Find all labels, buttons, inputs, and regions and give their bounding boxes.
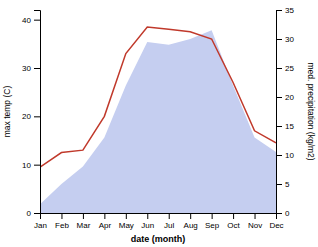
tick-mark <box>276 68 282 69</box>
tick-label: 5 <box>285 180 290 189</box>
y2-axis: 0 5 10 15 20 25 30 35 <box>276 6 294 218</box>
tick-mark <box>34 68 40 69</box>
y2-axis-title: med. precipitation (kg/m2) <box>306 62 316 160</box>
tick: Jun <box>141 213 154 230</box>
tick: 40 <box>22 16 40 25</box>
tick-mark <box>34 165 40 166</box>
tick-label: Jun <box>141 221 154 230</box>
tick: Jan <box>34 213 47 230</box>
tick: Aug <box>184 213 198 230</box>
tick: May <box>119 213 134 230</box>
tick-mark <box>276 10 282 11</box>
tick: 20 <box>276 93 294 102</box>
tick-mark <box>276 97 282 98</box>
tick: 25 <box>276 64 294 73</box>
tick-label: Dec <box>269 221 283 230</box>
tick: Nov <box>248 213 262 230</box>
x-axis: Jan Feb Mar Apr May Jun Jul Aug Sep Oct Nov Dec <box>34 213 284 230</box>
tick-label: 15 <box>285 122 294 131</box>
tick: Dec <box>269 213 283 230</box>
tick-label: 30 <box>285 35 294 44</box>
axis-line <box>41 214 277 220</box>
tick-mark <box>34 116 40 117</box>
tick-label: Sep <box>205 221 220 230</box>
tick-label: May <box>119 221 134 230</box>
chart: JanFebMarAprMayJunJulAugSepOctNovDec0102… <box>0 0 318 247</box>
tick-label: 40 <box>22 16 31 25</box>
tick-label: Oct <box>227 221 240 230</box>
tick-mark <box>212 213 213 219</box>
tick: 35 <box>276 6 294 15</box>
tick-mark <box>276 39 282 40</box>
axis-line <box>34 11 41 214</box>
tick-mark <box>34 213 40 214</box>
tick-label: Jan <box>34 221 47 230</box>
tick-label: 0 <box>27 209 32 218</box>
area <box>40 30 276 213</box>
tick-label: 30 <box>22 64 31 73</box>
y-axis-title: max temp (C) <box>2 86 12 138</box>
tick-label: Apr <box>99 221 112 230</box>
plot-area <box>40 27 276 213</box>
tick: Apr <box>99 213 112 230</box>
tick-mark <box>83 213 84 219</box>
tick-label: 25 <box>285 64 294 73</box>
tick-label: 0 <box>285 209 290 218</box>
tick: 0 <box>276 209 290 218</box>
tick-mark <box>34 20 40 21</box>
tick: Mar <box>77 213 91 230</box>
tick-mark <box>61 213 62 219</box>
tick-label: Aug <box>184 221 198 230</box>
tick: 10 <box>276 151 294 160</box>
line <box>40 27 276 167</box>
axis-line <box>277 11 283 214</box>
tick-mark <box>126 213 127 219</box>
tick-mark <box>233 213 234 219</box>
tick-mark <box>190 213 191 219</box>
tick: Sep <box>205 213 220 230</box>
tick-mark <box>276 213 282 214</box>
tick-label: 35 <box>285 6 294 15</box>
tick: 0 <box>27 209 40 218</box>
tick-mark <box>276 184 282 185</box>
tick: 15 <box>276 122 294 131</box>
tick-mark <box>276 126 282 127</box>
tick: 5 <box>276 180 290 189</box>
tick-label: Mar <box>77 221 91 230</box>
tick-mark <box>276 155 282 156</box>
tick-label: 20 <box>22 112 31 121</box>
tick-mark <box>169 213 170 219</box>
tick-label: Nov <box>248 221 262 230</box>
x-axis-title: date (month) <box>131 234 186 244</box>
tick: 10 <box>22 161 40 170</box>
tick-label: 10 <box>22 161 31 170</box>
tick: 30 <box>22 64 40 73</box>
tick-mark <box>147 213 148 219</box>
tick-mark <box>255 213 256 219</box>
tick: Jul <box>164 213 174 230</box>
tick: 30 <box>276 35 294 44</box>
tick: Oct <box>227 213 240 230</box>
tick-label: Feb <box>55 221 69 230</box>
tick-label: 10 <box>285 151 294 160</box>
tick-label: Jul <box>164 221 174 230</box>
tick: Feb <box>55 213 69 230</box>
tick-label: 20 <box>285 93 294 102</box>
tick-mark <box>104 213 105 219</box>
y-axis: 0 10 20 30 40 <box>22 11 40 219</box>
tick: 20 <box>22 112 40 121</box>
